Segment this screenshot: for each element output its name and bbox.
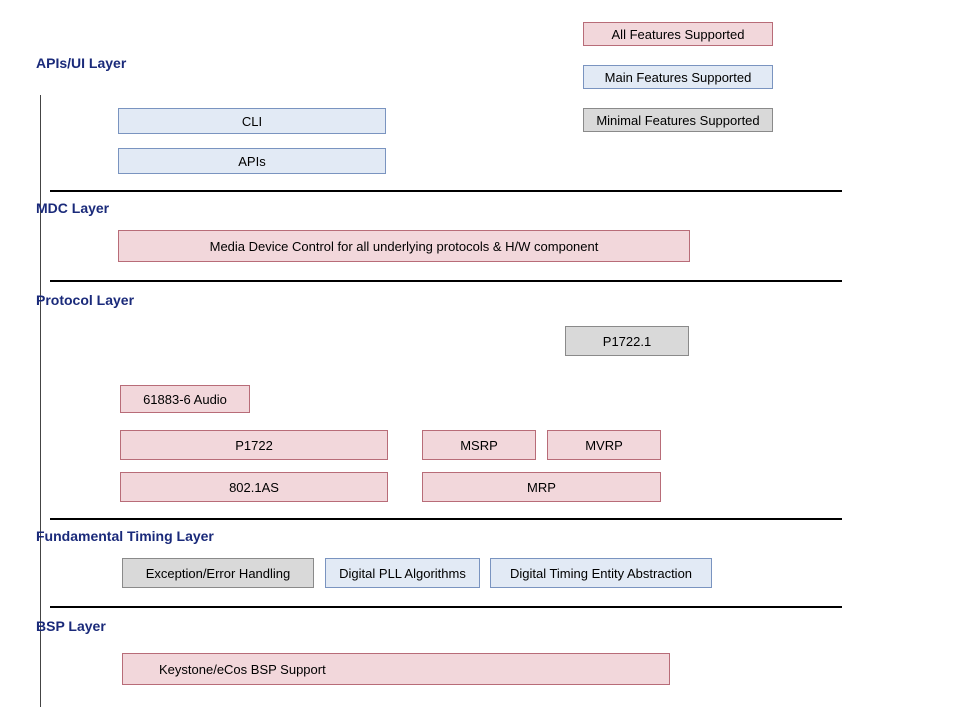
box-dpll: Digital PLL Algorithms: [325, 558, 480, 588]
divider-mdc: [50, 280, 842, 282]
box-cli: CLI: [118, 108, 386, 134]
box-mdc: Media Device Control for all underlying …: [118, 230, 690, 262]
box-apis: APIs: [118, 148, 386, 174]
divider-apis: [50, 190, 842, 192]
box-audio: 61883-6 Audio: [120, 385, 250, 413]
box-p17221: P1722.1: [565, 326, 689, 356]
main-vertical-line: [40, 95, 41, 707]
box-8021as: 802.1AS: [120, 472, 388, 502]
legend-all: All Features Supported: [583, 22, 773, 46]
divider-fundamental: [50, 606, 842, 608]
section-title-mdc: MDC Layer: [36, 200, 109, 216]
section-title-protocol: Protocol Layer: [36, 292, 134, 308]
box-p1722: P1722: [120, 430, 388, 460]
box-bsp: Keystone/eCos BSP Support: [122, 653, 670, 685]
divider-protocol: [50, 518, 842, 520]
box-mvrp: MVRP: [547, 430, 661, 460]
box-msrp: MSRP: [422, 430, 536, 460]
section-title-fundamental: Fundamental Timing Layer: [36, 528, 214, 544]
box-dtea: Digital Timing Entity Abstraction: [490, 558, 712, 588]
section-title-apis: APIs/UI Layer: [36, 55, 126, 71]
legend-minimal: Minimal Features Supported: [583, 108, 773, 132]
section-title-bsp: BSP Layer: [36, 618, 106, 634]
legend-main: Main Features Supported: [583, 65, 773, 89]
box-exception: Exception/Error Handling: [122, 558, 314, 588]
box-mrp: MRP: [422, 472, 661, 502]
